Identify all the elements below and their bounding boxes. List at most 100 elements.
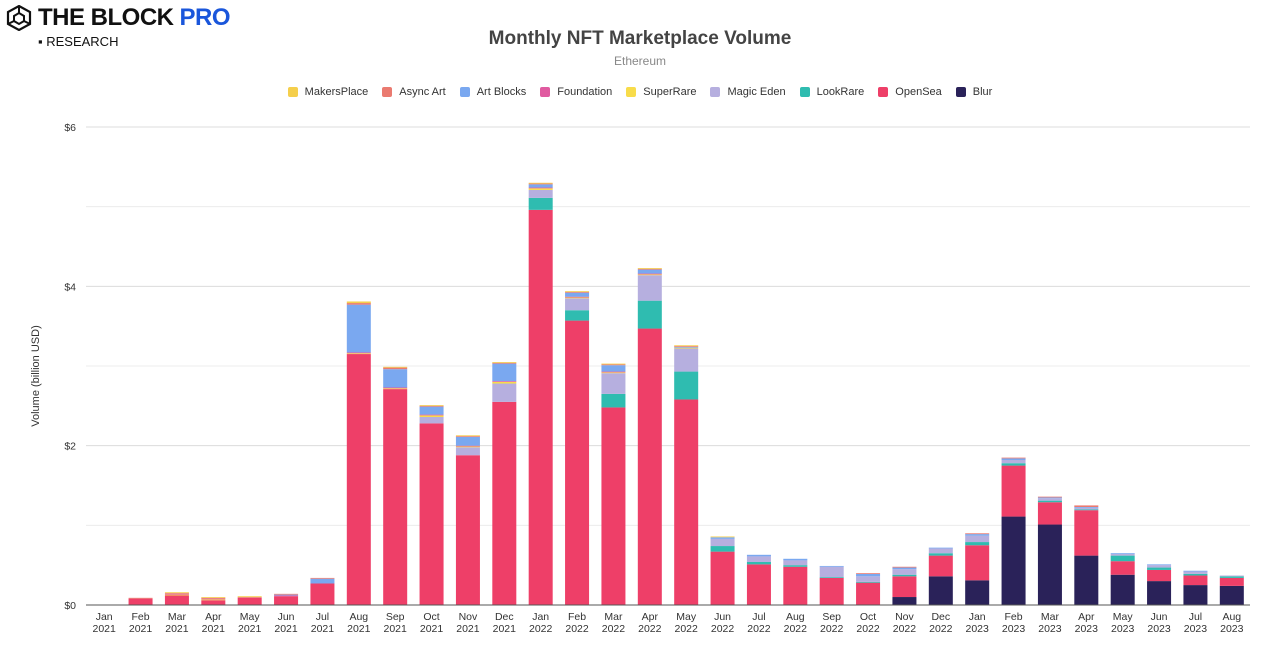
bar-segment-superrare[interactable]	[492, 381, 517, 384]
bar-segment-async-art[interactable]	[492, 362, 517, 364]
bar-segment-blur[interactable]	[928, 576, 953, 605]
bar-segment-blur[interactable]	[1147, 581, 1172, 605]
bar-segment-superrare[interactable]	[455, 446, 480, 448]
bar-segment-opensea[interactable]	[346, 354, 371, 605]
bar-segment-async-art[interactable]	[674, 346, 699, 347]
legend-item-lookrare[interactable]: LookRare	[799, 86, 864, 98]
bar-segment-magic-eden[interactable]	[1074, 507, 1099, 510]
bar-segment-async-art[interactable]	[856, 573, 881, 574]
legend-item-magic-eden[interactable]: Magic Eden	[710, 86, 786, 98]
bar-segment-makersplace[interactable]	[528, 182, 553, 184]
bar-segment-art-blocks[interactable]	[528, 184, 553, 188]
bar-segment-foundation[interactable]	[637, 273, 662, 275]
bar-segment-opensea[interactable]	[1183, 575, 1208, 586]
bar-segment-art-blocks[interactable]	[346, 304, 371, 353]
bar-segment-art-blocks[interactable]	[965, 534, 990, 536]
bar-segment-superrare[interactable]	[674, 347, 699, 349]
bar-segment-art-blocks[interactable]	[710, 537, 735, 539]
bar-segment-makersplace[interactable]	[383, 366, 408, 368]
bar-segment-async-art[interactable]	[892, 566, 917, 568]
bar-segment-async-art[interactable]	[383, 367, 408, 370]
bar-segment-magic-eden[interactable]	[965, 535, 990, 543]
bar-segment-superrare[interactable]	[565, 297, 590, 299]
bar-segment-lookrare[interactable]	[1001, 463, 1026, 466]
bar-segment-magic-eden[interactable]	[783, 560, 808, 566]
bar-segment-magic-eden[interactable]	[1110, 554, 1135, 556]
bar-segment-magic-eden[interactable]	[746, 556, 771, 562]
bar-segment-foundation[interactable]	[492, 381, 517, 382]
bar-segment-opensea[interactable]	[783, 566, 808, 605]
bar-segment-async-art[interactable]	[1074, 505, 1099, 508]
bar-segment-blur[interactable]	[1037, 524, 1062, 605]
bar-segment-async-art[interactable]	[1001, 457, 1026, 459]
bar-segment-art-blocks[interactable]	[637, 269, 662, 274]
bar-segment-lookrare[interactable]	[1219, 576, 1244, 578]
bar-segment-async-art[interactable]	[346, 303, 371, 305]
bar-segment-opensea[interactable]	[1147, 569, 1172, 582]
bar-segment-lookrare[interactable]	[965, 542, 990, 546]
bar-segment-opensea[interactable]	[164, 595, 189, 605]
bar-segment-magic-eden[interactable]	[1001, 460, 1026, 464]
bar-segment-art-blocks[interactable]	[1001, 458, 1026, 461]
bar-segment-blur[interactable]	[892, 597, 917, 605]
bar-segment-async-art[interactable]	[128, 597, 153, 599]
bar-segment-async-art[interactable]	[164, 593, 189, 594]
bar-segment-opensea[interactable]	[565, 320, 590, 605]
bar-segment-magic-eden[interactable]	[1147, 565, 1172, 568]
bar-segment-lookrare[interactable]	[1074, 509, 1099, 511]
bar-segment-foundation[interactable]	[201, 598, 226, 600]
legend-item-async-art[interactable]: Async Art	[382, 86, 446, 98]
bar-segment-opensea[interactable]	[383, 389, 408, 605]
bar-segment-async-art[interactable]	[455, 436, 480, 437]
bar-segment-art-blocks[interactable]	[783, 558, 808, 561]
bar-segment-blur[interactable]	[1219, 585, 1244, 605]
bar-segment-lookrare[interactable]	[710, 546, 735, 552]
bar-segment-superrare[interactable]	[346, 353, 371, 355]
bar-segment-opensea[interactable]	[928, 555, 953, 577]
bar-segment-magic-eden[interactable]	[528, 189, 553, 198]
bar-segment-art-blocks[interactable]	[928, 547, 953, 549]
bar-segment-lookrare[interactable]	[892, 574, 917, 577]
bar-segment-art-blocks[interactable]	[601, 365, 626, 372]
bar-segment-opensea[interactable]	[892, 576, 917, 598]
bar-segment-foundation[interactable]	[164, 593, 189, 595]
bar-segment-magic-eden[interactable]	[710, 538, 735, 547]
bar-segment-async-art[interactable]	[965, 533, 990, 535]
bar-segment-makersplace[interactable]	[492, 362, 517, 363]
bar-segment-opensea[interactable]	[419, 423, 444, 605]
bar-segment-opensea[interactable]	[1074, 510, 1099, 556]
bar-segment-async-art[interactable]	[201, 597, 226, 599]
bar-segment-magic-eden[interactable]	[455, 447, 480, 456]
bar-segment-async-art[interactable]	[565, 291, 590, 293]
bar-segment-makersplace[interactable]	[601, 363, 626, 365]
bar-segment-makersplace[interactable]	[237, 596, 262, 598]
bar-segment-art-blocks[interactable]	[310, 578, 335, 584]
bar-segment-foundation[interactable]	[274, 595, 299, 597]
bar-segment-magic-eden[interactable]	[892, 569, 917, 575]
bar-segment-foundation[interactable]	[383, 387, 408, 389]
bar-segment-superrare[interactable]	[383, 388, 408, 390]
bar-segment-superrare[interactable]	[419, 415, 444, 417]
bar-segment-art-blocks[interactable]	[1147, 564, 1172, 566]
bar-segment-lookrare[interactable]	[601, 393, 626, 408]
bar-segment-opensea[interactable]	[528, 209, 553, 605]
bar-segment-superrare[interactable]	[164, 594, 189, 596]
bar-segment-art-blocks[interactable]	[856, 573, 881, 577]
bar-segment-magic-eden[interactable]	[1219, 575, 1244, 577]
bar-segment-lookrare[interactable]	[928, 553, 953, 556]
bar-segment-opensea[interactable]	[1219, 577, 1244, 586]
bar-segment-art-blocks[interactable]	[1110, 553, 1135, 555]
bar-segment-async-art[interactable]	[637, 268, 662, 270]
bar-segment-magic-eden[interactable]	[928, 548, 953, 554]
bar-segment-makersplace[interactable]	[201, 597, 226, 598]
bar-segment-foundation[interactable]	[528, 187, 553, 189]
bar-segment-opensea[interactable]	[237, 597, 262, 605]
bar-segment-magic-eden[interactable]	[1037, 498, 1062, 501]
bar-segment-superrare[interactable]	[528, 188, 553, 190]
bar-segment-async-art[interactable]	[237, 597, 262, 598]
bar-segment-opensea[interactable]	[965, 545, 990, 581]
bar-segment-lookrare[interactable]	[1183, 573, 1208, 576]
legend-item-blur[interactable]: Blur	[955, 86, 992, 98]
bar-segment-art-blocks[interactable]	[1037, 497, 1062, 499]
bar-segment-async-art[interactable]	[419, 405, 444, 407]
